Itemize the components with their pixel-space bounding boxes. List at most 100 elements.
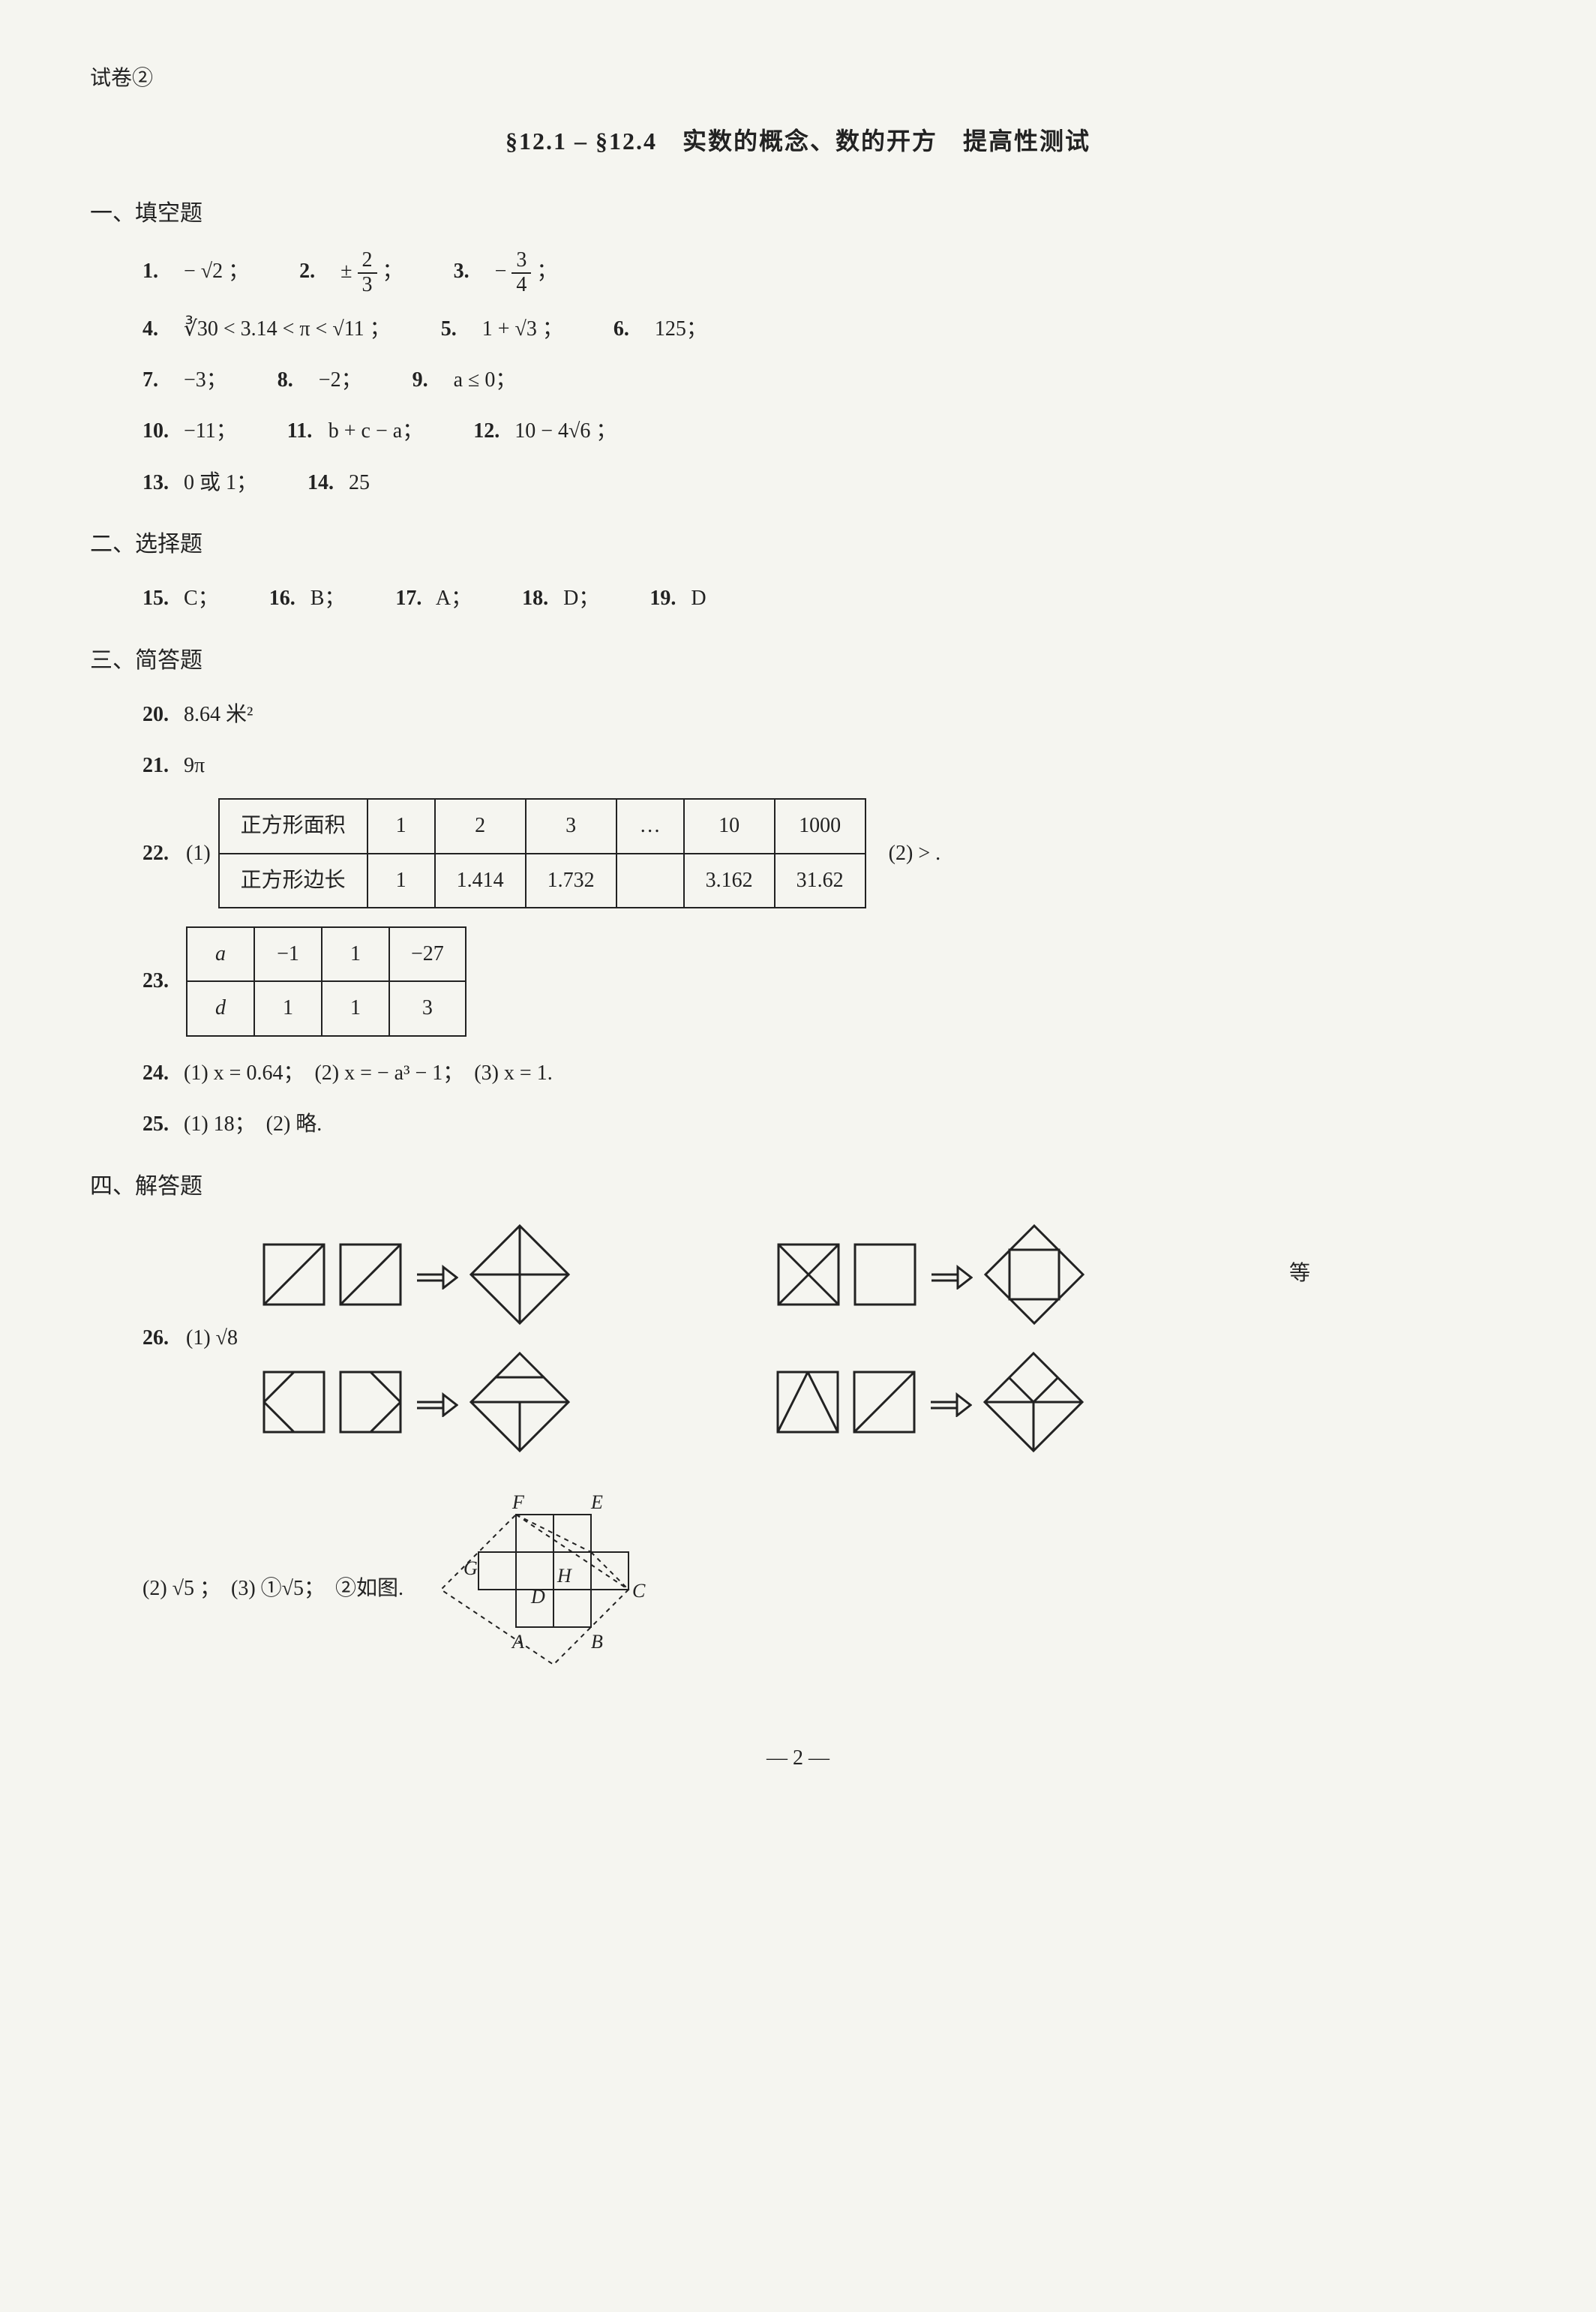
q26-num: 26. [142,1320,178,1357]
diagram-group-3 [260,1350,572,1455]
q5-val: 1 + √3 ； [482,317,563,341]
q18-val: D； [563,587,599,610]
diamond-mixed-icon [981,1350,1086,1455]
q2-suf: ； [382,260,404,283]
q6-val: 125； [655,317,707,341]
q15-19-row: 15. C； 16. B； 17. A； 18. D； 19. D [142,580,1506,617]
q9-num: 9. [412,362,448,399]
q20-num: 20. [142,696,178,734]
main-title: §12.1 – §12.4 实数的概念、数的开方 提高性测试 [90,120,1506,164]
q13-num: 13. [142,464,178,502]
q22-part2: (2) > . [889,835,940,872]
q20-val: 8.64 米² [184,703,253,726]
diamond-square-icon [982,1222,1087,1327]
arrow-icon [413,1260,458,1290]
q6-num: 6. [614,311,650,348]
label-A: A [511,1631,524,1653]
square-icon [851,1241,919,1308]
section-4-heading: 四、解答题 [90,1167,1506,1207]
table-row: a −1 1 −27 [187,927,466,981]
q2-frac: 2 3 [358,249,377,297]
q11-val: b + c − a； [328,419,423,443]
table-row: d 1 1 3 [187,981,466,1035]
q2-pre: ± [340,260,352,283]
q26-deng: 等 [1289,1255,1310,1293]
diamond-icon [467,1222,572,1327]
q26-sub2-row: (2) √5 ； (3) ①√5； ②如图. F E G H D C A B [142,1485,1506,1695]
arrow-icon [928,1260,973,1290]
q22-part1: (1) [186,835,211,872]
q11-num: 11. [287,413,323,450]
label-D: D [530,1586,545,1608]
q4-val: ∛30 < 3.14 < π < √11 ； [184,317,391,341]
q15-num: 15. [142,580,178,617]
square-tri-left-icon [260,1368,328,1436]
q17-val: A； [436,587,472,610]
q20-row: 20. 8.64 米² [142,696,1506,734]
square-diag-icon [850,1368,918,1436]
q13-14-row: 13. 0 或 1； 14. 25 [142,464,1506,502]
q3-suf: ； [536,260,557,283]
q21-num: 21. [142,747,178,785]
q26-diagrams: 等 [260,1222,1310,1455]
page-footer: — 2 — [90,1740,1506,1777]
square-tri-top-icon [774,1368,842,1436]
q15-val: C； [184,587,219,610]
q23-table: a −1 1 −27 d 1 1 3 [186,926,466,1037]
label-B: B [591,1631,603,1653]
q24-row: 24. (1) x = 0.64； (2) x = − a³ − 1； (3) … [142,1055,1506,1092]
table-row: 正方形面积 1 2 3 … 10 1000 [219,799,866,853]
q17-num: 17. [395,580,431,617]
arrow-icon [413,1387,458,1417]
section-3-heading: 三、简答题 [90,641,1506,681]
q14-num: 14. [308,464,344,502]
q22-row: 22. (1) 正方形面积 1 2 3 … 10 1000 正方形边长 1 1.… [142,798,1506,908]
q23-row: 23. a −1 1 −27 d 1 1 3 [142,926,1506,1037]
q18-num: 18. [522,580,558,617]
page-header: 试卷② [90,60,1506,98]
q1-3-row: 1. − √2 ； 2. ± 2 3 ； 3. − 3 4 ； [142,249,1506,297]
q3-frac: 3 4 [512,249,531,297]
q16-val: B； [310,587,346,610]
q25-num: 25. [142,1106,178,1143]
label-E: E [590,1491,603,1513]
q10-num: 10. [142,413,178,450]
q12-num: 12. [473,413,509,450]
diamond-inner-icon [467,1350,572,1455]
label-F: F [512,1491,525,1513]
grid-figure-icon: F E G H D C A B [441,1485,681,1695]
q9-val: a ≤ 0； [454,368,517,392]
q26-row: 26. (1) √8 等 [142,1222,1506,1455]
diagram-group-2 [775,1222,1087,1327]
q25-row: 25. (1) 18； (2) 略. [142,1106,1506,1143]
q4-num: 4. [142,311,178,348]
label-C: C [632,1580,646,1602]
q19-val: D [691,587,706,610]
q7-9-row: 7. −3； 8. −2； 9. a ≤ 0； [142,362,1506,399]
label-G: G [464,1557,478,1579]
q26-part1: (1) √8 [186,1320,238,1357]
q21-row: 21. 9π [142,747,1506,785]
q21-val: 9π [184,754,205,777]
q12-val: 10 − 4√6 ； [514,419,616,443]
q7-num: 7. [142,362,178,399]
label-H: H [556,1565,572,1587]
table-row: 正方形边长 1 1.414 1.732 3.162 31.62 [219,854,866,908]
q3-num: 3. [454,253,490,290]
square-tri-right-icon [337,1368,404,1436]
q14-val: 25 [349,471,370,494]
q1-val: − √2 ； [184,260,249,283]
diagram-group-4 [774,1350,1086,1455]
q22-num: 22. [142,835,178,872]
q22-table: 正方形面积 1 2 3 … 10 1000 正方形边长 1 1.414 1.73… [218,798,866,908]
q23-num: 23. [142,962,178,1000]
q24-val: (1) x = 0.64； (2) x = − a³ − 1； (3) x = … [184,1061,553,1085]
q2-num: 2. [299,253,335,290]
q4-6-row: 4. ∛30 < 3.14 < π < √11 ； 5. 1 + √3 ； 6.… [142,311,1506,348]
q3-pre: − [495,260,507,283]
q26-sub2: (2) √5 ； (3) ①√5； ②如图. [142,1570,404,1608]
q24-num: 24. [142,1055,178,1092]
q16-num: 16. [269,580,305,617]
q10-val: −11； [184,419,237,443]
q8-val: −2； [319,368,362,392]
